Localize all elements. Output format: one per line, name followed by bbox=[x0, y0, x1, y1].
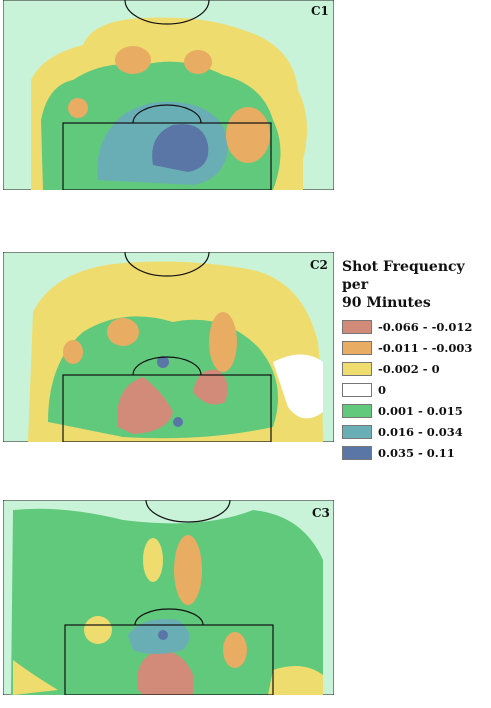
heatmap-panel-c3: C3 bbox=[3, 500, 334, 695]
heat-region-orange bbox=[63, 340, 83, 364]
legend-item: -0.066 - -0.012 bbox=[342, 316, 490, 337]
pitch-lines bbox=[62, 0, 272, 190]
heatmap-c1-svg: C1 bbox=[3, 0, 334, 190]
legend-item: 0.001 - 0.015 bbox=[342, 400, 490, 421]
heatmap-panel-c1: C1 bbox=[3, 0, 334, 190]
heat-region-blue bbox=[152, 124, 209, 172]
penalty-box bbox=[62, 122, 272, 190]
heat-region-blue bbox=[158, 630, 168, 640]
legend-swatch bbox=[342, 424, 372, 439]
legend-swatch bbox=[342, 382, 372, 397]
heat-blobs bbox=[31, 17, 307, 190]
heat-region-orange bbox=[174, 535, 202, 605]
heat-region-orange bbox=[226, 107, 270, 163]
pitch-lines bbox=[64, 500, 274, 695]
legend-title-line-2: 90 Minutes bbox=[342, 295, 431, 311]
heat-region-orange bbox=[107, 318, 139, 346]
center-circle-arc bbox=[124, 0, 210, 25]
pitch-lines bbox=[62, 252, 272, 442]
legend-label: -0.011 - -0.003 bbox=[378, 340, 473, 355]
legend-label: -0.066 - -0.012 bbox=[378, 319, 473, 334]
legend-label: 0.016 - 0.034 bbox=[378, 424, 463, 439]
heatmap-c3-svg: C3 bbox=[3, 500, 334, 695]
penalty-box bbox=[64, 624, 274, 695]
legend-swatch bbox=[342, 319, 372, 334]
legend-title: Shot Frequency per 90 Minutes bbox=[342, 258, 490, 312]
legend-label: 0 bbox=[378, 382, 387, 397]
legend-item: -0.011 - -0.003 bbox=[342, 337, 490, 358]
heat-region-orange bbox=[209, 312, 237, 372]
penalty-arc bbox=[132, 104, 202, 124]
heat-region-yellow bbox=[143, 538, 163, 582]
heat-region-orange bbox=[115, 46, 151, 74]
panel-label: C1 bbox=[311, 4, 329, 18]
heat-region-orange bbox=[184, 50, 212, 74]
heatmap-c2-svg: C2 bbox=[3, 252, 334, 442]
legend-label: -0.002 - 0 bbox=[378, 361, 440, 376]
heat-region-red bbox=[137, 650, 193, 695]
heat-region-orange bbox=[223, 632, 247, 668]
legend-rows: -0.066 - -0.012 -0.011 - -0.003 -0.002 - 0… bbox=[342, 316, 490, 463]
penalty-arc bbox=[132, 356, 202, 376]
legend-swatch bbox=[342, 403, 372, 418]
heat-region-blue bbox=[157, 356, 169, 368]
center-circle-arc bbox=[124, 252, 210, 277]
legend-label: 0.001 - 0.015 bbox=[378, 403, 463, 418]
legend-title-line-1: Shot Frequency per bbox=[342, 259, 465, 293]
panel-label: C3 bbox=[312, 506, 330, 520]
legend-label: 0.035 - 0.11 bbox=[378, 445, 455, 460]
legend-item: -0.002 - 0 bbox=[342, 358, 490, 379]
legend-item: 0 bbox=[342, 379, 490, 400]
color-legend: Shot Frequency per 90 Minutes -0.066 - -… bbox=[342, 258, 490, 463]
heat-region-orange bbox=[68, 98, 88, 118]
penalty-box bbox=[62, 374, 272, 442]
legend-swatch bbox=[342, 445, 372, 460]
heat-region-red bbox=[193, 369, 228, 405]
legend-item: 0.016 - 0.034 bbox=[342, 421, 490, 442]
legend-swatch bbox=[342, 361, 372, 376]
heat-blobs bbox=[28, 261, 323, 442]
heat-region-blue bbox=[173, 417, 183, 427]
penalty-arc bbox=[134, 608, 204, 626]
heatmap-panel-c2: C2 bbox=[3, 252, 334, 442]
heat-region-yellow bbox=[13, 660, 58, 695]
center-circle-arc bbox=[145, 500, 231, 523]
panel-label: C2 bbox=[310, 258, 328, 272]
heat-region-white bbox=[273, 354, 323, 419]
legend-swatch bbox=[342, 340, 372, 355]
heat-region-red bbox=[117, 377, 173, 434]
heat-region-yellow bbox=[84, 616, 112, 644]
legend-item: 0.035 - 0.11 bbox=[342, 442, 490, 463]
heat-region-yellow bbox=[268, 666, 323, 695]
heat-blobs bbox=[11, 508, 323, 695]
